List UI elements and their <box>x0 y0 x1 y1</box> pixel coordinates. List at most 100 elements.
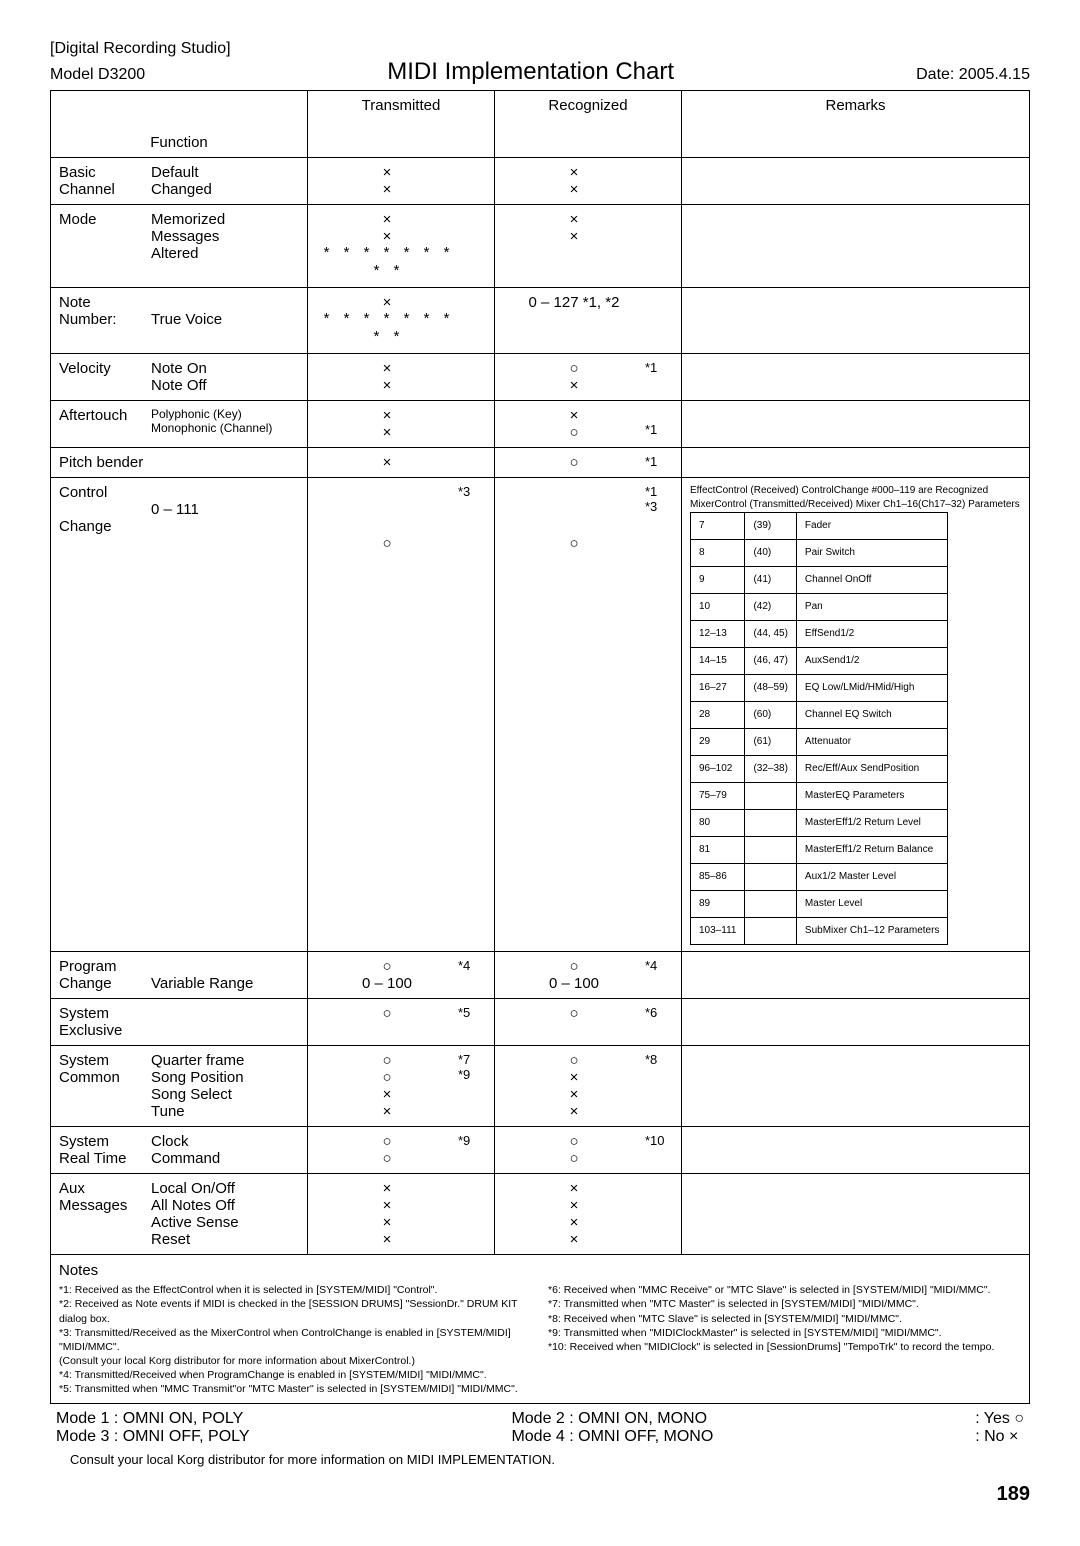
remarks-cell <box>682 354 1030 401</box>
fn-right: 0 – 111 <box>151 484 299 535</box>
tx-footnote <box>458 454 486 471</box>
tx-footnote: *3 <box>458 484 486 552</box>
tx-value: ××* * * * * * * * * <box>316 211 458 281</box>
fn-right: Local On/OffAll Notes OffActive SenseRes… <box>151 1180 299 1248</box>
remarks-cell <box>682 952 1030 999</box>
col-remarks: Remarks <box>682 91 1030 158</box>
rx-footnote: *1 <box>645 407 673 441</box>
col-transmitted: Transmitted <box>308 91 495 158</box>
rx-value: ○○ <box>503 1133 645 1167</box>
notes-title: Notes <box>59 1261 1021 1281</box>
page-title: MIDI Implementation Chart <box>387 58 674 86</box>
modes-col: Mode 2 : OMNI ON, MONOMode 4 : OMNI OFF,… <box>511 1410 713 1446</box>
fn-left: Velocity <box>59 360 151 394</box>
tx-value: ×× <box>316 164 458 198</box>
fn-right: Variable Range <box>151 958 299 992</box>
fn-right: ClockCommand <box>151 1133 299 1167</box>
fn-left: SystemReal Time <box>59 1133 151 1167</box>
fn-left: ProgramChange <box>59 958 151 992</box>
tx-footnote <box>458 1180 486 1248</box>
col-recognized: Recognized <box>495 91 682 158</box>
tx-value: ○ <box>316 484 458 552</box>
header-date: Date: 2005.4.15 <box>916 66 1030 84</box>
tx-footnote <box>458 211 486 281</box>
rx-footnote <box>645 211 673 245</box>
rx-footnote: *4 <box>645 958 673 992</box>
modes-row: Mode 1 : OMNI ON, POLYMode 3 : OMNI OFF,… <box>50 1410 1030 1446</box>
tx-footnote: *5 <box>458 1005 486 1022</box>
fn-left: Mode <box>59 211 151 262</box>
rx-value: ×× <box>503 211 645 245</box>
rx-value: 0 – 127 *1, *2 <box>503 294 645 311</box>
fn-right: Quarter frameSong PositionSong SelectTun… <box>151 1052 299 1120</box>
remarks-cell <box>682 205 1030 288</box>
fn-left: AuxMessages <box>59 1180 151 1248</box>
fn-right: Polyphonic (Key)Monophonic (Channel) <box>151 407 299 435</box>
tx-value: ○○×× <box>316 1052 458 1120</box>
tx-value: ○0 – 100 <box>316 958 458 992</box>
remarks-cell: EffectControl (Received) ControlChange #… <box>682 478 1030 952</box>
fn-left: Pitch bender <box>59 454 151 471</box>
fn-right: MemorizedMessagesAltered <box>151 211 299 262</box>
remarks-cell <box>682 158 1030 205</box>
col-function: Function <box>150 134 208 151</box>
fn-right: Note OnNote Off <box>151 360 299 394</box>
rx-value: ○ <box>503 1005 645 1022</box>
tx-footnote: *9 <box>458 1133 486 1167</box>
fn-left: System Exclusive <box>59 1005 151 1039</box>
page-number: 189 <box>50 1483 1030 1506</box>
tx-value: × <box>316 454 458 471</box>
fn-left: SystemCommon <box>59 1052 151 1120</box>
rx-value: ×× <box>503 164 645 198</box>
tx-value: ×× <box>316 407 458 441</box>
remarks-cell <box>682 1174 1030 1255</box>
header-bracket: [Digital Recording Studio] <box>50 40 1030 58</box>
tx-value: ×* * * * * * * * * <box>316 294 458 347</box>
fn-right: True Voice <box>151 294 299 328</box>
rx-value: ○× <box>503 360 645 394</box>
rx-value: ×××× <box>503 1180 645 1248</box>
rx-value: ○ <box>503 484 645 552</box>
tx-footnote <box>458 407 486 441</box>
notes-cell: Notes *1: Received as the EffectControl … <box>51 1255 1030 1404</box>
notes-left: *1: Received as the EffectControl when i… <box>59 1283 532 1396</box>
rx-value: ○××× <box>503 1052 645 1120</box>
fn-right: DefaultChanged <box>151 164 299 198</box>
tx-footnote: *7*9 <box>458 1052 486 1120</box>
tx-footnote <box>458 164 486 198</box>
fn-left: ControlChange <box>59 484 151 535</box>
tx-value: ○ <box>316 1005 458 1022</box>
rx-footnote: *10 <box>645 1133 673 1167</box>
notes-right: *6: Received when "MMC Receive" or "MTC … <box>548 1283 1021 1396</box>
remarks-cell <box>682 1046 1030 1127</box>
rx-footnote: *8 <box>645 1052 673 1120</box>
header-model: Model D3200 <box>50 66 145 84</box>
fn-left: Aftertouch <box>59 407 151 435</box>
remarks-cell <box>682 448 1030 478</box>
tx-value: ○○ <box>316 1133 458 1167</box>
remarks-cell <box>682 999 1030 1046</box>
tx-footnote <box>458 294 486 347</box>
fn-left: BasicChannel <box>59 164 151 198</box>
rx-value: ×○ <box>503 407 645 441</box>
tx-footnote <box>458 360 486 394</box>
midi-chart-table: Function Transmitted Recognized Remarks … <box>50 90 1030 1404</box>
remarks-cell <box>682 401 1030 448</box>
rx-value: ○ <box>503 454 645 471</box>
rx-footnote: *1 <box>645 360 673 394</box>
rx-footnote <box>645 1180 673 1248</box>
modes-col: Mode 1 : OMNI ON, POLYMode 3 : OMNI OFF,… <box>56 1410 250 1446</box>
rx-footnote: *6 <box>645 1005 673 1022</box>
remarks-cell <box>682 288 1030 354</box>
rx-footnote <box>645 294 673 311</box>
rx-value: ○0 – 100 <box>503 958 645 992</box>
rx-footnote <box>645 164 673 198</box>
tx-value: ×××× <box>316 1180 458 1248</box>
modes-col: : Yes ○: No × <box>975 1410 1024 1446</box>
remarks-cell <box>682 1127 1030 1174</box>
fn-left: NoteNumber: <box>59 294 151 328</box>
rx-footnote: *1 <box>645 454 673 471</box>
tx-value: ×× <box>316 360 458 394</box>
rx-footnote: *1*3 <box>645 484 673 552</box>
tx-footnote: *4 <box>458 958 486 992</box>
